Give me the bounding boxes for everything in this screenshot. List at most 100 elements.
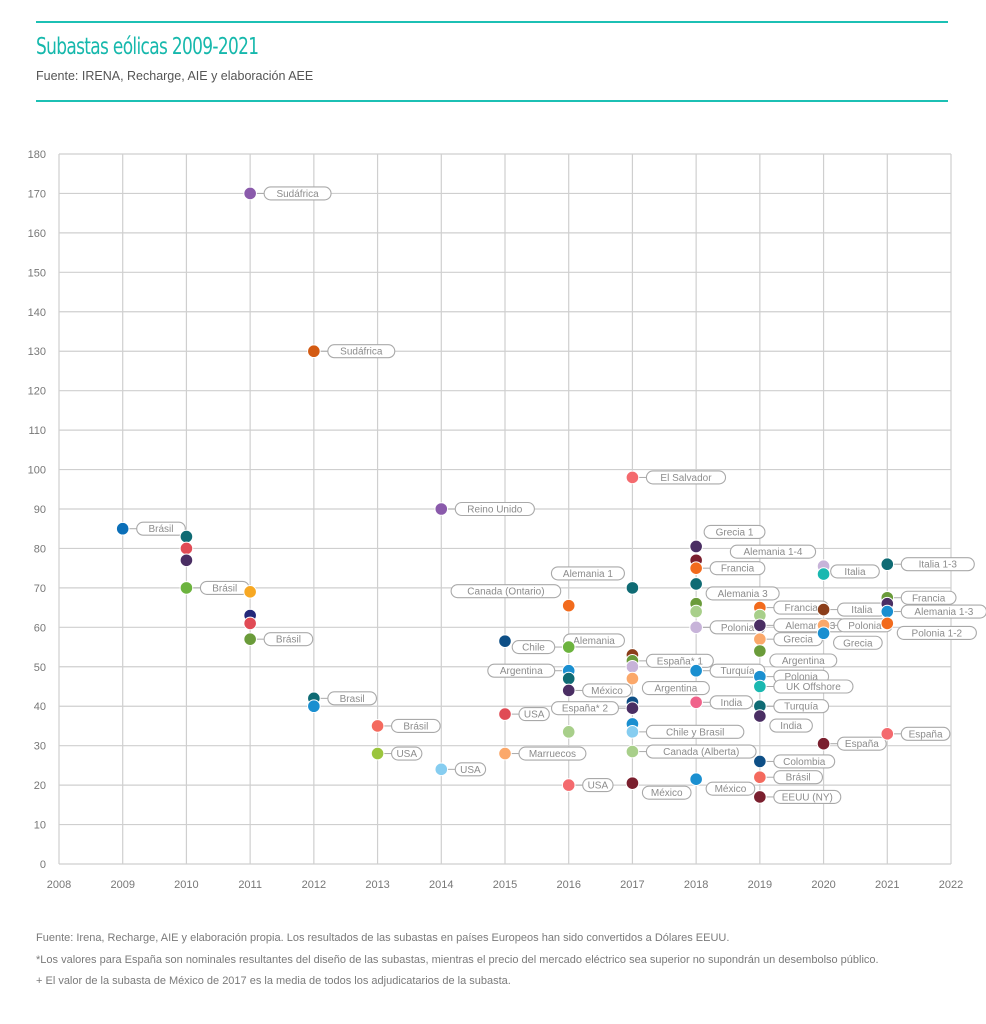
point-label: EEUU (NY) bbox=[782, 792, 833, 803]
data-point bbox=[880, 727, 895, 741]
x-tick-label: 2017 bbox=[620, 879, 644, 891]
point-label: Brasil bbox=[340, 694, 365, 705]
data-point bbox=[561, 683, 576, 698]
point-label: Francia bbox=[785, 603, 819, 614]
data-point bbox=[816, 567, 831, 581]
data-point bbox=[561, 640, 576, 654]
label-pill bbox=[773, 754, 836, 769]
point-label: Grecia bbox=[843, 638, 873, 649]
label-pill bbox=[391, 718, 441, 733]
data-point bbox=[434, 502, 449, 516]
label-pill bbox=[773, 699, 830, 714]
label-pill bbox=[729, 544, 817, 559]
data-point bbox=[625, 659, 640, 674]
point-label: México bbox=[591, 686, 623, 697]
x-tick-label: 2008 bbox=[47, 879, 71, 891]
data-point bbox=[816, 736, 831, 751]
y-tick-label: 80 bbox=[34, 543, 46, 555]
footnotes: Fuente: Irena, Recharge, AIE y elaboraci… bbox=[36, 928, 879, 993]
y-tick-label: 70 bbox=[34, 583, 46, 595]
label-pill bbox=[773, 770, 824, 785]
data-point bbox=[561, 598, 576, 613]
label-pill bbox=[518, 707, 550, 722]
data-point bbox=[307, 699, 321, 714]
data-point bbox=[625, 725, 640, 739]
data-point bbox=[689, 577, 703, 591]
point-label: España* 2 bbox=[562, 704, 609, 715]
point-label: Brásil bbox=[403, 721, 428, 732]
label-pill bbox=[645, 744, 757, 759]
label-pill bbox=[769, 718, 813, 733]
y-tick-label: 10 bbox=[34, 820, 46, 832]
y-tick-label: 40 bbox=[34, 701, 46, 713]
point-label: Polonia bbox=[785, 672, 819, 683]
data-point bbox=[625, 701, 640, 715]
point-label: México bbox=[651, 788, 683, 799]
point-label: USA bbox=[396, 749, 417, 760]
label-pill bbox=[705, 781, 756, 796]
x-tick-label: 2013 bbox=[365, 879, 389, 891]
header-bottom-rule bbox=[36, 100, 948, 102]
data-point bbox=[753, 790, 767, 804]
data-point bbox=[689, 695, 703, 710]
label-pill bbox=[641, 785, 692, 800]
data-point bbox=[561, 778, 576, 792]
data-point bbox=[816, 602, 831, 617]
data-point bbox=[880, 557, 895, 572]
y-tick-label: 180 bbox=[28, 149, 46, 161]
y-tick-label: 120 bbox=[28, 386, 46, 398]
data-point bbox=[753, 632, 767, 646]
x-tick-label: 2009 bbox=[110, 879, 134, 891]
data-point bbox=[816, 626, 831, 641]
data-point bbox=[115, 521, 130, 536]
label-pill bbox=[582, 683, 632, 698]
x-tick-label: 2014 bbox=[429, 879, 453, 891]
point-label: Argentina bbox=[654, 684, 697, 695]
data-point bbox=[753, 770, 767, 785]
chart-title: Subastas eólicas 2009-2021 bbox=[36, 34, 259, 60]
point-label: Chile y Brasil bbox=[666, 727, 724, 738]
label-pill bbox=[487, 663, 556, 678]
chart-subtitle: Fuente: IRENA, Recharge, AIE y elaboraci… bbox=[36, 69, 314, 83]
y-tick-label: 20 bbox=[34, 780, 46, 792]
data-point bbox=[179, 581, 194, 595]
point-label: Polonia bbox=[848, 621, 882, 632]
point-label: Francia bbox=[912, 593, 946, 604]
point-label: Alemania 1-3 bbox=[914, 607, 973, 618]
y-tick-label: 90 bbox=[34, 504, 46, 516]
y-tick-label: 130 bbox=[28, 346, 46, 358]
label-pill bbox=[391, 746, 423, 761]
x-tick-label: 2016 bbox=[556, 879, 580, 891]
point-label: Turquía bbox=[720, 666, 755, 677]
y-tick-label: 170 bbox=[28, 188, 46, 200]
point-label: Canada (Ontario) bbox=[467, 587, 544, 598]
point-label: Sudáfrica bbox=[276, 189, 319, 200]
point-label: España bbox=[909, 729, 943, 740]
label-pill bbox=[833, 635, 883, 650]
x-tick-label: 2012 bbox=[302, 879, 326, 891]
y-tick-label: 0 bbox=[40, 859, 46, 871]
data-point bbox=[625, 776, 640, 790]
point-label: Alemania 3 bbox=[718, 589, 768, 600]
data-point bbox=[753, 754, 767, 769]
point-labels: Brásil Brásil Sudáfrica Brásil Sudáfrica Bras… bbox=[128, 186, 986, 804]
point-label: Brásil bbox=[786, 773, 811, 784]
x-tick-label: 2021 bbox=[875, 879, 899, 891]
point-label: Sudáfrica bbox=[340, 347, 383, 358]
data-point bbox=[753, 618, 767, 633]
data-point bbox=[561, 725, 576, 739]
label-pill bbox=[709, 561, 766, 576]
top-rule bbox=[36, 21, 948, 23]
point-label: UK Offshore bbox=[786, 682, 841, 693]
label-pill bbox=[645, 470, 727, 485]
label-pill bbox=[454, 762, 487, 777]
y-tick-label: 110 bbox=[28, 425, 46, 437]
y-tick-label: 60 bbox=[34, 622, 46, 634]
point-label: Brásil bbox=[212, 583, 237, 594]
data-point bbox=[243, 186, 257, 201]
point-label: Alemania 3 bbox=[785, 621, 835, 632]
data-point bbox=[625, 581, 640, 595]
label-pill bbox=[263, 186, 332, 201]
point-label: Alemania 1 bbox=[563, 569, 613, 580]
point-label: Brásil bbox=[276, 635, 301, 646]
